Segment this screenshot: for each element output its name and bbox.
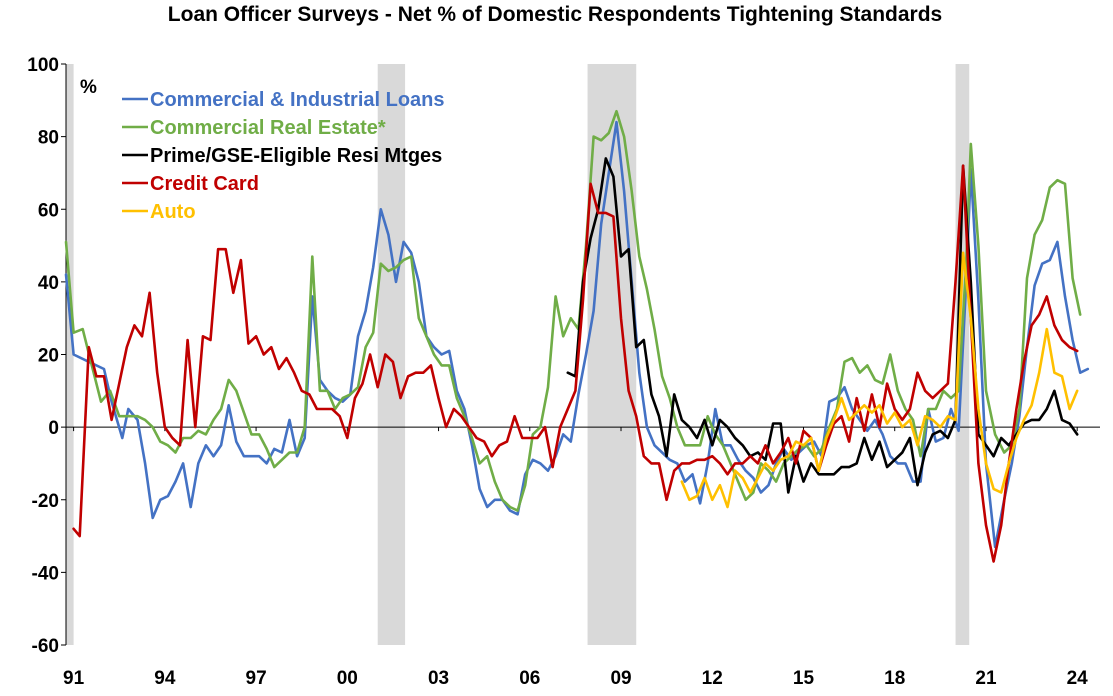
x-tick-label: 97: [246, 668, 267, 689]
x-tick-label: 03: [428, 668, 449, 689]
axes: [61, 63, 1100, 646]
series-line: [64, 120, 1090, 549]
x-tick-label: 06: [519, 668, 540, 689]
x-tick-label: 15: [793, 668, 815, 689]
x-tick-label: 21: [975, 668, 997, 689]
y-tick-label: 40: [38, 273, 59, 294]
legend: Commercial & Industrial Loans Commercial …: [122, 89, 445, 223]
x-tick-label: 00: [337, 668, 358, 689]
recession-band: [66, 64, 74, 645]
y-tick-label: 20: [38, 346, 59, 367]
y-tick-label: -60: [32, 636, 59, 657]
x-tick-label: 12: [702, 668, 723, 689]
series-line: [72, 164, 1079, 563]
y-tick-label: -20: [32, 491, 59, 512]
x-tick-label: 91: [63, 668, 85, 689]
series-line: [566, 157, 1079, 494]
chart-title: Loan Officer Surveys - Net % of Domestic…: [167, 3, 943, 26]
legend-label: Prime/GSE-Eligible Resi Mtges: [150, 145, 442, 167]
recession-band: [377, 64, 406, 645]
series-lines: [64, 109, 1090, 563]
y-tick-label: 100: [27, 55, 59, 76]
x-tick-label: 24: [1067, 668, 1089, 689]
legend-label: Commercial Real Estate*: [150, 117, 386, 139]
legend-label: Commercial & Industrial Loans: [150, 89, 445, 111]
y-tick-label: 80: [38, 128, 59, 149]
y-axis-label: %: [80, 77, 97, 98]
y-tick-label: -40: [32, 563, 59, 584]
series-line: [680, 251, 1079, 509]
legend-label: Auto: [150, 201, 196, 223]
x-tick-label: 18: [884, 668, 905, 689]
x-tick-label: 94: [154, 668, 176, 689]
x-tick-label: 09: [610, 668, 631, 689]
y-tick-label: 0: [48, 418, 59, 439]
y-tick-label: 60: [38, 200, 59, 221]
legend-label: Credit Card: [150, 173, 259, 195]
